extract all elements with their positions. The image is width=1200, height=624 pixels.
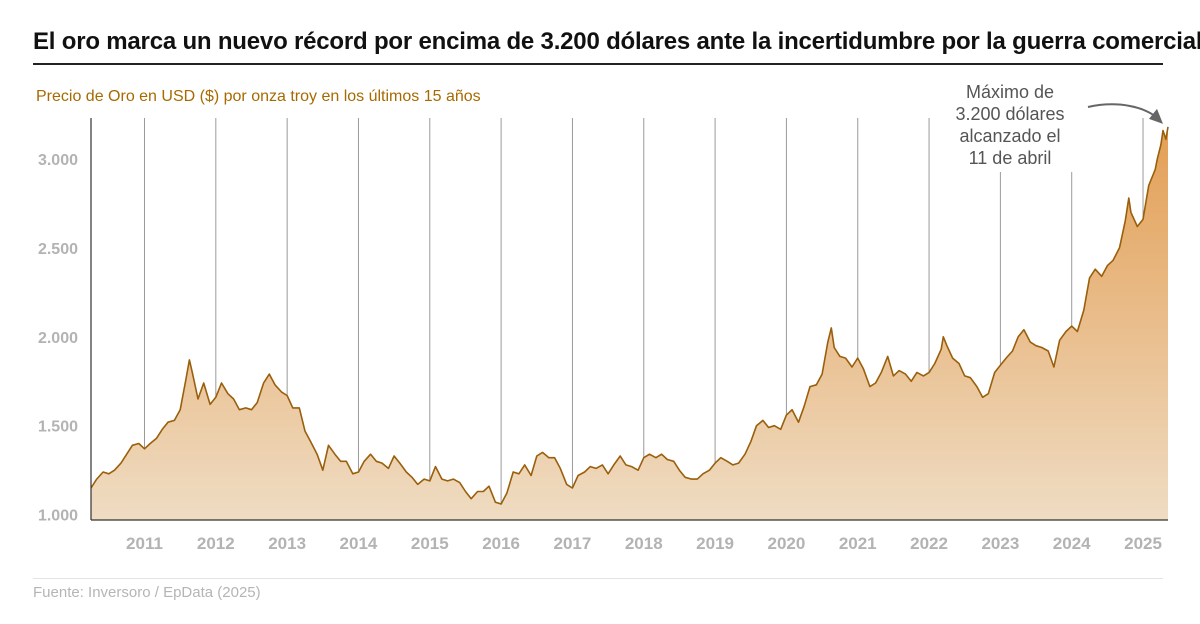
annotation-line-2: 3.200 dólares [955,104,1064,124]
grid-layer [143,118,1144,520]
x-tick-label: 2015 [411,534,449,553]
title-divider [33,63,1163,65]
source-note: Fuente: Inversoro / EpData (2025) [33,584,261,601]
annotation-line-3: alcanzado el [959,126,1060,146]
y-tick-label: 2.000 [38,330,78,347]
x-tick-label: 2016 [482,534,520,553]
annotation-line-1: Máximo de [966,82,1054,102]
x-tick-label: 2012 [197,534,235,553]
x-tick-label: 2023 [981,534,1019,553]
price-area [91,126,1168,521]
x-tick-label: 2024 [1053,534,1091,553]
y-axis-ticks: 1.000 1.500 2.000 2.500 3.000 [38,152,78,525]
footer-divider [33,578,1163,579]
annotation-arrow-icon [1087,103,1157,118]
y-tick-label: 3.000 [38,152,78,169]
x-tick-label: 2022 [910,534,948,553]
price-line [90,126,1169,505]
x-tick-label: 2019 [696,534,734,553]
y-tick-label: 2.500 [38,241,78,258]
record-annotation: Máximo de 3.200 dólares alcanzado el 11 … [942,78,1163,172]
x-tick-label: 2011 [126,534,163,553]
x-tick-label: 2020 [767,534,805,553]
x-axis-ticks: 2011 2012 2013 2014 2015 2016 2017 2018 2019 2020… [126,534,1162,553]
annotation-background [942,78,1078,172]
y-tick-label: 1.000 [38,508,78,525]
x-tick-label: 2018 [625,534,663,553]
x-tick-label: 2021 [839,534,877,553]
x-tick-label: 2025 [1124,534,1162,553]
x-tick-label: 2013 [268,534,306,553]
annotation-arrowhead-icon [1149,108,1163,124]
x-tick-label: 2014 [340,534,378,553]
y-tick-label: 1.500 [38,419,78,436]
annotation-line-4: 11 de abril [969,148,1052,168]
chart-subtitle: Precio de Oro en USD ($) por onza troy e… [36,88,481,105]
chart-title: El oro marca un nuevo récord por encima … [33,28,1200,55]
x-tick-label: 2017 [554,534,592,553]
